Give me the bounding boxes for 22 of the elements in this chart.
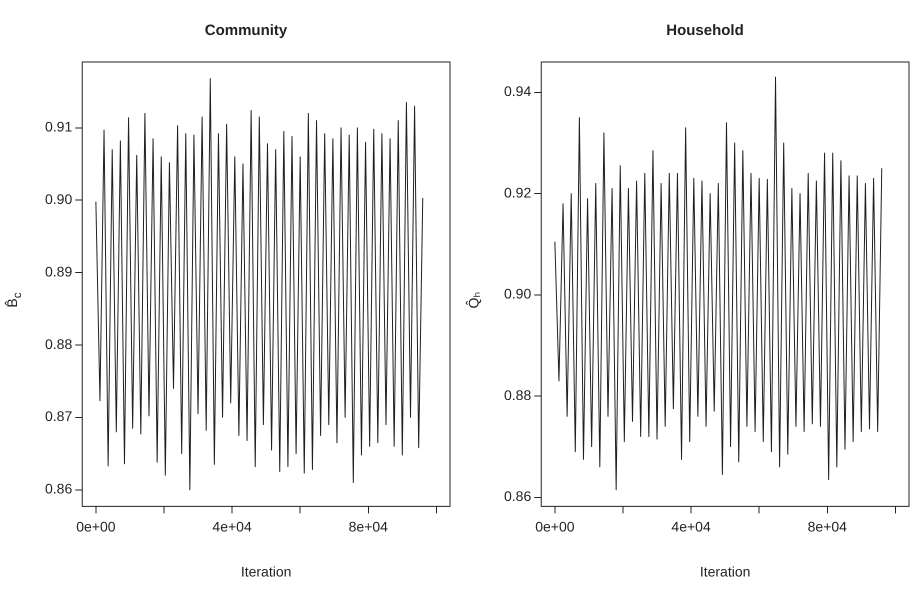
- chart-title: Community: [204, 22, 288, 40]
- y-axis-title: Q̂ₕ: [464, 292, 482, 308]
- y-tick-label: 0.94: [504, 83, 532, 100]
- y-tick-label: 0.87: [45, 408, 72, 424]
- y-tick-label: 0.91: [45, 118, 72, 135]
- x-tick-label: 0e+00: [535, 518, 575, 535]
- y-tick-label: 0.86: [45, 480, 72, 497]
- x-tick-label: 4e+04: [212, 518, 252, 535]
- x-tick-label: 0e+00: [76, 518, 116, 535]
- y-tick-label: 0.90: [45, 191, 72, 208]
- x-tick-label: 4e+04: [671, 518, 711, 535]
- x-tick-label: 8e+04: [348, 518, 388, 535]
- chart-title: Household: [666, 22, 744, 40]
- y-tick-label: 0.88: [504, 386, 532, 403]
- y-tick-label: 0.92: [504, 184, 532, 200]
- x-axis-title: Iteration: [700, 563, 750, 580]
- y-tick-label: 0.90: [504, 286, 532, 302]
- x-axis-title: Iteration: [240, 563, 292, 580]
- x-tick-label: 8e+04: [808, 518, 848, 535]
- y-tick-label: 0.88: [45, 336, 72, 352]
- y-tick-label: 0.86: [504, 488, 532, 504]
- y-tick-label: 0.89: [45, 263, 72, 280]
